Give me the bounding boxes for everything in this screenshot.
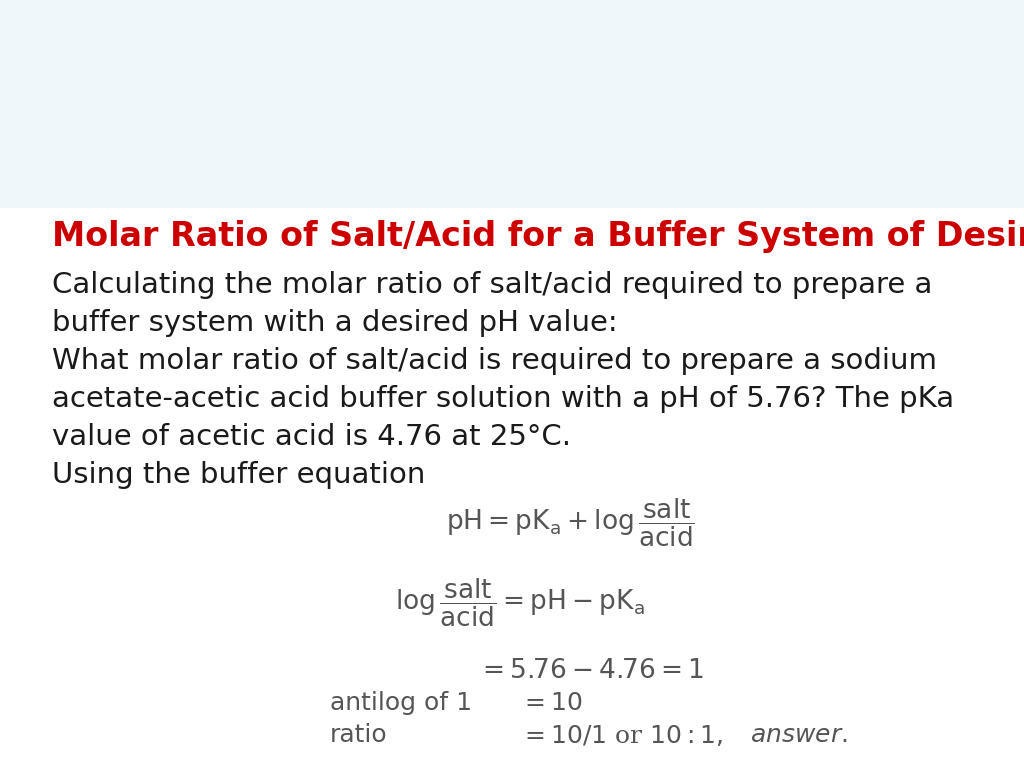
Text: antilog of 1: antilog of 1 bbox=[330, 691, 472, 715]
Text: $\log \dfrac{\mathrm{salt}}{\mathrm{acid}} = \mathrm{pH} - \mathrm{pK_a}$: $\log \dfrac{\mathrm{salt}}{\mathrm{acid… bbox=[395, 577, 645, 629]
Text: Calculating the molar ratio of salt/acid required to prepare a: Calculating the molar ratio of salt/acid… bbox=[52, 271, 933, 299]
Text: $= 10$: $= 10$ bbox=[520, 691, 583, 714]
Bar bbox=[0, 208, 1024, 768]
Text: buffer system with a desired pH value:: buffer system with a desired pH value: bbox=[52, 309, 617, 337]
Text: Molar Ratio of Salt/Acid for a Buffer System of Desired pH: Molar Ratio of Salt/Acid for a Buffer Sy… bbox=[52, 220, 1024, 253]
Text: Using the buffer equation: Using the buffer equation bbox=[52, 461, 425, 489]
Text: $= 10/1$ or $10:1,$: $= 10/1$ or $10:1,$ bbox=[520, 723, 723, 747]
Text: ratio: ratio bbox=[330, 723, 388, 747]
Text: What molar ratio of salt/acid is required to prepare a sodium: What molar ratio of salt/acid is require… bbox=[52, 347, 937, 375]
Text: $= 5.76 - 4.76 = 1$: $= 5.76 - 4.76 = 1$ bbox=[476, 658, 703, 684]
Text: $\mathit{answer.}$: $\mathit{answer.}$ bbox=[750, 723, 848, 746]
Text: acetate-acetic acid buffer solution with a pH of 5.76? The pKa: acetate-acetic acid buffer solution with… bbox=[52, 385, 954, 413]
Text: value of acetic acid is 4.76 at 25°C.: value of acetic acid is 4.76 at 25°C. bbox=[52, 423, 571, 451]
Bar bbox=[0, 213, 1024, 768]
Text: $\mathrm{pH} = \mathrm{pK_a} + \log \dfrac{\mathrm{salt}}{\mathrm{acid}}$: $\mathrm{pH} = \mathrm{pK_a} + \log \dfr… bbox=[445, 497, 694, 549]
